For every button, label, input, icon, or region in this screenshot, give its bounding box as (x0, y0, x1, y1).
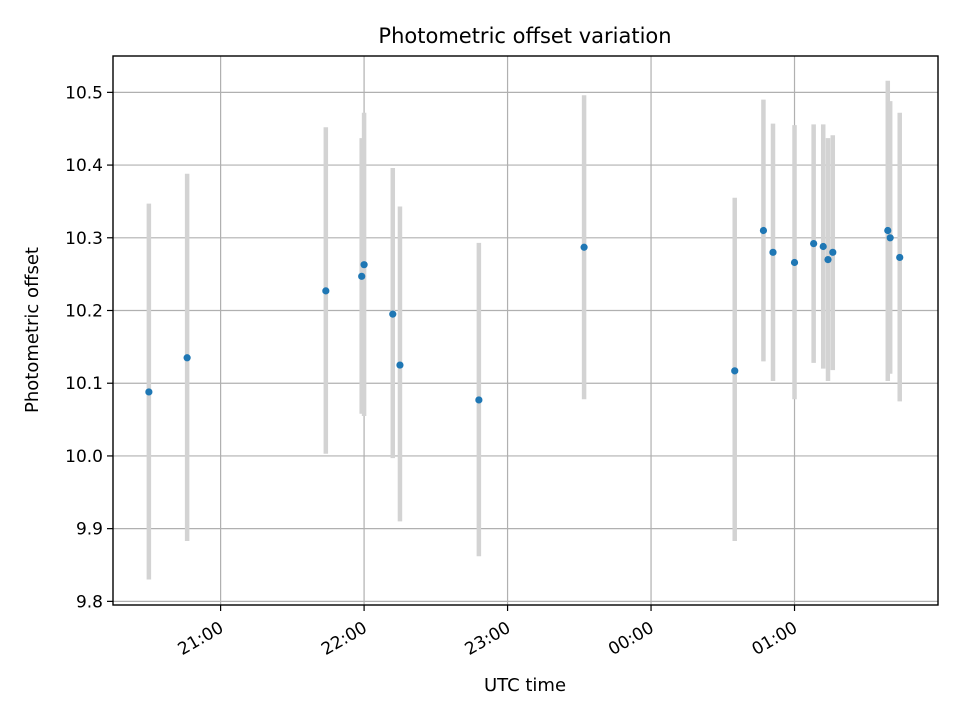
data-point (819, 242, 827, 251)
y-tick-label: 9.8 (76, 592, 103, 612)
y-tick-label: 10.4 (65, 156, 103, 176)
data-point (824, 256, 832, 264)
y-tick-label: 10.2 (65, 302, 103, 322)
y-tick-label: 10.0 (65, 447, 103, 467)
data-point (322, 287, 330, 295)
data-point (896, 253, 904, 262)
plot-frame (112, 55, 939, 606)
data-point (475, 396, 483, 404)
y-tick-label: 10.1 (65, 374, 103, 394)
data-points (145, 226, 904, 404)
y-tick-label: 10.3 (65, 229, 103, 249)
x-axis-label: UTC time (484, 675, 566, 696)
y-axis-ticks: 9.8 9.9 10.0 10.1 10.2 10.3 10.4 10.5 (65, 83, 113, 612)
data-point (731, 367, 739, 375)
data-point (183, 354, 191, 362)
data-point (790, 258, 799, 267)
data-point (396, 361, 404, 369)
y-tick-label: 9.9 (76, 520, 103, 540)
y-axis-label: Photometric offset (22, 247, 43, 413)
data-point (886, 234, 894, 242)
data-point (769, 248, 777, 256)
data-point (389, 310, 397, 318)
data-point (580, 243, 588, 251)
data-point (360, 261, 368, 269)
y-tick-label: 10.5 (65, 83, 103, 103)
data-point (810, 240, 818, 248)
data-point (884, 226, 892, 235)
data-point (829, 248, 837, 256)
data-point (145, 388, 153, 396)
chart-title: Photometric offset variation (378, 24, 671, 48)
data-point (759, 226, 768, 235)
data-point (358, 272, 366, 280)
